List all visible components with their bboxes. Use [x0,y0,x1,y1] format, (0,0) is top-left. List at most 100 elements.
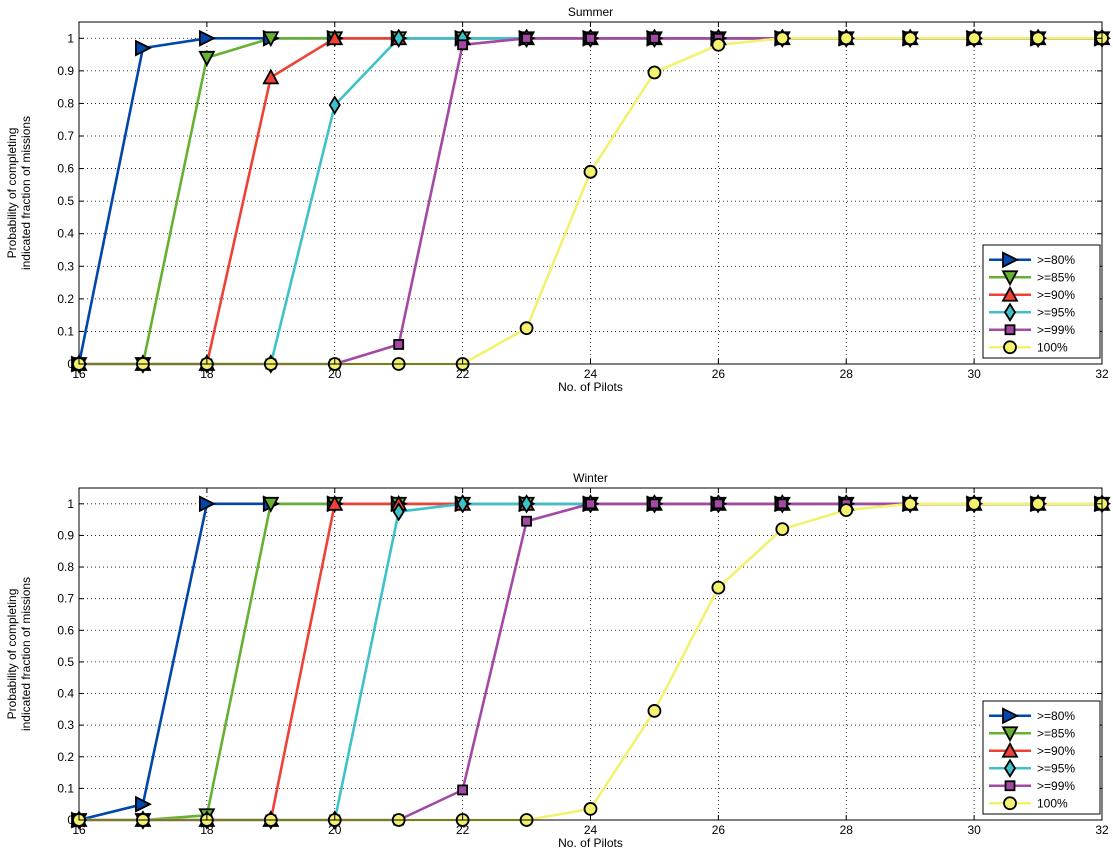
x-tick-label: 26 [712,823,726,837]
legend-marker [1003,758,1017,778]
data-point-s3-5 [392,28,405,48]
y-tick-label: 0.4 [57,227,74,241]
data-point-s0-2 [198,495,216,513]
y-tick-label: 0.1 [57,324,74,338]
legend-marker [1003,340,1017,355]
x-axis-label: No. of Pilots [558,380,623,394]
legend-marker [1001,285,1019,302]
x-tick-label: 28 [840,367,854,381]
y-axis-label: indicated fraction of missions [19,116,33,270]
x-tick-label: 32 [1095,367,1109,381]
y-tick-label: 0.9 [57,528,74,542]
x-tick-label: 18 [200,367,214,381]
data-point-s1-3 [262,31,280,48]
y-tick-label: 0.2 [57,292,74,306]
y-axis-label: indicated fraction of missions [19,577,33,731]
data-point-s4-8 [585,32,596,44]
winter-chart: 0 0.1 0.2 0.3 0.4 0.5 0.6 0.7 0.8 0.9 1 16 18 20 22 24 2… [5,471,1112,850]
data-point-s5-12 [839,503,854,518]
x-tick-label: 24 [584,367,598,381]
data-point-s0-2 [198,29,216,47]
data-point-s4-8 [585,498,596,510]
data-point-s5-9 [647,704,662,718]
data-point-s5-10 [711,580,726,595]
plot-area [78,21,1103,365]
y-tick-label: 0.6 [57,162,74,176]
y-tick-label: 0.8 [57,560,74,574]
data-point-s5-12 [839,31,854,46]
legend-label: 100% [1037,340,1068,354]
legend-label: >=90% [1037,744,1075,758]
data-point-s5-11 [775,522,790,537]
legend-label: >=95% [1037,761,1075,775]
data-point-s2-4 [326,29,344,46]
summer-chart: 0 0.1 0.2 0.3 0.4 0.5 0.6 0.7 0.8 0.9 1 16 18 20 22 24 2… [5,5,1112,394]
data-point-s4-6 [457,784,469,796]
y-axis-label: Probability of completing [5,589,19,720]
legend-label: >=90% [1037,288,1075,302]
data-point-s4-5 [393,339,405,350]
legend-marker [1003,796,1017,811]
data-point-s4-10 [712,498,724,510]
data-point-s5-14 [967,496,982,511]
y-tick-label: 0.9 [57,64,74,78]
legend-label: >=85% [1037,726,1075,740]
data-point-s5-8 [583,164,598,179]
x-tick-label: 20 [328,367,342,381]
data-point-s3-7 [520,494,533,514]
x-tick-label: 32 [1095,823,1109,837]
data-point-s1-3 [262,496,280,513]
data-point-s2-3 [262,68,280,85]
y-tick-label: 0.3 [57,718,74,732]
data-point-s0-1 [135,39,152,57]
data-point-s3-4 [328,95,341,115]
x-tick-label: 22 [456,367,470,381]
x-tick-label: 30 [967,823,981,837]
data-point-s0-1 [135,795,152,813]
data-point-s5-13 [903,31,918,46]
x-tick-label: 28 [840,823,854,837]
legend-marker [1001,741,1019,758]
data-point-s4-7 [521,515,532,527]
x-tick-label: 18 [200,823,214,837]
y-tick-label: 0.6 [57,623,74,637]
data-point-s4-11 [776,498,788,510]
x-tick-label: 20 [328,823,342,837]
y-tick-label: 0.7 [57,129,74,143]
data-point-s5-15 [1031,496,1045,511]
x-tick-label: 26 [712,367,726,381]
y-tick-label: 0.4 [57,687,74,701]
x-tick-label: 16 [72,367,86,381]
y-tick-label: 0.2 [57,750,74,764]
data-point-s2-4 [326,494,344,511]
legend-label: >=80% [1037,709,1075,723]
data-point-s5-15 [1031,31,1045,46]
data-point-s5-9 [647,65,662,80]
data-point-s4-7 [521,32,532,44]
data-point-s1-2 [198,50,216,67]
x-tick-label: 30 [967,367,981,381]
y-tick-label: 1 [67,31,74,45]
legend-label: 100% [1037,796,1068,810]
y-tick-label: 1 [67,497,74,511]
data-point-s5-14 [967,31,982,46]
data-point-s5-10 [711,37,726,52]
y-tick-label: 0.1 [57,781,74,795]
y-tick-label: 0.3 [57,259,74,273]
chart-title: Summer [568,5,613,19]
data-point-s5-11 [775,31,790,46]
x-tick-label: 22 [456,823,470,837]
legend-marker [1003,302,1017,322]
legend-marker [1002,251,1020,269]
data-point-s4-6 [457,39,469,51]
x-tick-label: 16 [72,823,86,837]
x-axis-label: No. of Pilots [558,836,623,850]
data-point-s3-6 [456,494,469,514]
legend-marker [1001,270,1019,287]
legend-marker [1004,324,1016,336]
y-tick-label: 0 [67,357,74,371]
legend-label: >=85% [1037,270,1075,284]
y-tick-label: 0.5 [57,194,74,208]
y-axis-label: Probability of completing [5,128,19,259]
